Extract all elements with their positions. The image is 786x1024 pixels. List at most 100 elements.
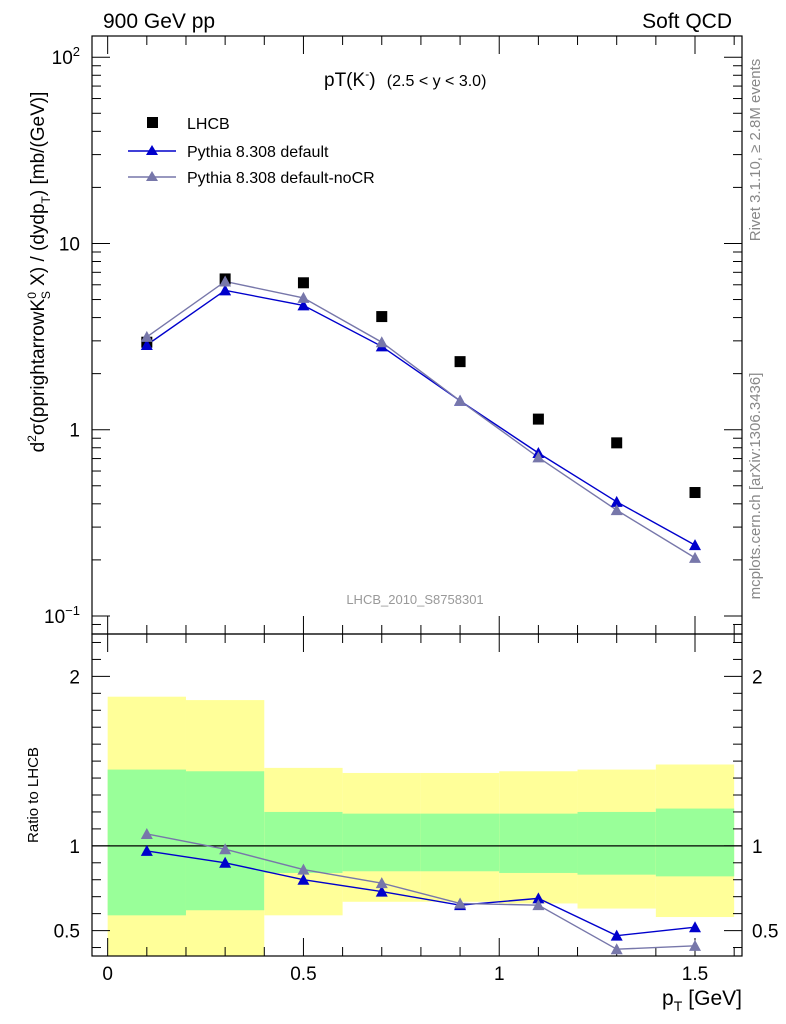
ratio-point <box>219 856 232 868</box>
mc-point <box>140 330 153 342</box>
y-tick-label-base: 10 <box>52 48 73 69</box>
mc-point <box>297 291 310 303</box>
mc-point <box>219 284 232 296</box>
y-tick-label-base: 10 <box>44 607 65 628</box>
ratio-point <box>610 929 623 941</box>
y-tick-label: 10 <box>59 234 80 255</box>
uncertainty-band-green <box>655 808 735 877</box>
ratio-point <box>610 943 623 955</box>
legend-label-default: Pythia 8.308 default <box>187 144 329 161</box>
ylabel-subT: T <box>39 195 53 203</box>
mc-point <box>610 504 623 516</box>
ylabel-mid: X) / (dydp <box>28 203 49 291</box>
ylabel-sup2: 2 <box>25 435 39 442</box>
main-ylabel: d2σ(pprightarrowK0S X) / (dydpT) [mb/(Ge… <box>25 92 53 453</box>
mc-point <box>532 451 545 463</box>
series-line <box>146 289 696 546</box>
y-tick-label: 1 <box>69 421 80 442</box>
ratio-point <box>297 863 310 875</box>
legend-label-nocr: Pythia 8.308 default-noCR <box>187 170 375 187</box>
legend-marker-nocr <box>146 171 158 181</box>
uncertainty-band-green <box>342 813 421 872</box>
ylabel-subS: S <box>39 291 53 299</box>
ratio-point <box>297 873 310 885</box>
ratio-series <box>140 827 702 955</box>
main-title: pT(K-) (2.5 < y < 3.0) <box>324 67 486 91</box>
ratio-point <box>140 844 153 856</box>
mcplots-label: mcplots.cern.ch [arXiv:1306.3436] <box>747 373 764 600</box>
ratio-y-tick-label-left: 0.5 <box>54 922 80 943</box>
legend-marker-lhcb <box>147 117 158 128</box>
uncertainty-band-green <box>420 813 500 872</box>
main-title-sup: - <box>365 67 369 81</box>
ratio-xlabel: pT [GeV] <box>662 987 742 1014</box>
series-line <box>146 280 696 559</box>
uncertainty-band-green <box>185 771 265 911</box>
legend: LHCB Pythia 8.308 default Pythia 8.308 d… <box>128 116 375 187</box>
uncertainty-band-green <box>577 811 656 875</box>
ylabel-end: ) [mb/(GeV)] <box>28 92 49 197</box>
ratio-frame <box>91 633 743 957</box>
uncertainty-band-green <box>107 769 186 916</box>
mc-point <box>140 338 153 350</box>
mc-point <box>297 299 310 311</box>
xlabel-unit: [GeV] <box>688 987 742 1010</box>
legend-label-lhcb: LHCB <box>187 116 230 133</box>
y-tick-label-exp: −1 <box>65 603 80 618</box>
mc-point <box>219 275 232 287</box>
ratio-y-tick-label-right: 2 <box>752 667 763 688</box>
ratio-y-tick-label-right: 0.5 <box>752 922 778 943</box>
ylabel-d: d <box>28 442 49 453</box>
ratio-y-tick-label-left: 1 <box>69 837 80 858</box>
header-right-label: Soft QCD <box>642 10 732 33</box>
ratio-point <box>532 892 545 904</box>
ratio-point <box>140 827 153 839</box>
ratio-point <box>375 885 388 897</box>
ratio-point <box>689 921 702 933</box>
ratio-point <box>532 899 545 911</box>
mc-point <box>689 551 702 563</box>
ratio-y-tick-label-left: 2 <box>69 667 80 688</box>
ratio-point <box>689 939 702 951</box>
mc-point <box>689 539 702 551</box>
x-tick-label: 1.5 <box>682 964 708 985</box>
y-tick-label: 10−1 <box>44 603 80 628</box>
header-left-label: 900 GeV pp <box>103 10 215 33</box>
mc-point <box>454 394 467 406</box>
ratio-point <box>454 897 467 909</box>
analysis-id: LHCB_2010_S8758301 <box>346 592 483 607</box>
ratio-panel: 0.5 0.5 1 1 2 2 0 0.5 1 1.5 Ratio to LHCB pT [GeV] <box>25 633 778 1014</box>
xlabel-subT: T <box>674 998 683 1014</box>
rivet-label: Rivet 3.1.10, ≥ 2.8M events <box>747 59 764 242</box>
ratio-point <box>375 877 388 889</box>
data-point <box>532 413 544 425</box>
data-point <box>297 277 309 289</box>
y-tick-label: 102 <box>52 44 80 69</box>
main-series <box>140 273 702 563</box>
data-point <box>611 437 623 449</box>
x-tick-label: 0.5 <box>290 964 316 985</box>
ratio-bands <box>92 696 742 956</box>
y-tick-label-exp: 2 <box>73 44 80 59</box>
xlabel-p: p <box>662 987 674 1010</box>
main-title-close: ) <box>369 70 375 91</box>
ratio-y-tick-label-right: 1 <box>752 837 763 858</box>
x-tick-label: 0 <box>102 964 113 985</box>
mc-point <box>375 336 388 348</box>
mc-point <box>610 495 623 507</box>
main-title-range: (2.5 < y < 3.0) <box>387 73 487 90</box>
data-point <box>376 311 388 323</box>
ratio-series-line <box>146 833 696 950</box>
x-tick-label: 1 <box>494 964 505 985</box>
data-point <box>689 487 701 499</box>
ratio-ylabel: Ratio to LHCB <box>25 747 42 843</box>
ratio-series-line <box>146 850 696 937</box>
main-title-text: pT(K <box>324 70 366 91</box>
ylabel-sup0: 0 <box>25 292 39 299</box>
legend-marker-default <box>146 145 158 155</box>
ratio-point <box>219 843 232 855</box>
data-point <box>454 356 466 368</box>
